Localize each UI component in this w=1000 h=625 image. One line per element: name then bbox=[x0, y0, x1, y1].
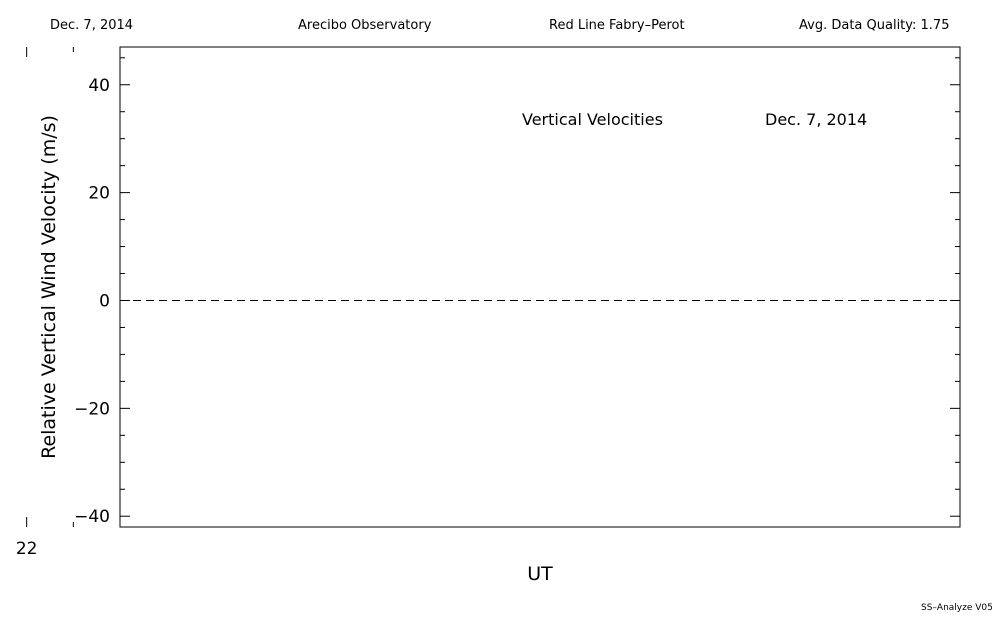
y-tick-label: 0 bbox=[99, 291, 110, 311]
header-observatory: Arecibo Observatory bbox=[298, 18, 432, 33]
x-axis-label: UT bbox=[527, 563, 553, 585]
header-date: Dec. 7, 2014 bbox=[50, 18, 134, 33]
annotation-date: Dec. 7, 2014 bbox=[765, 110, 867, 129]
software-version: SS–Analyze V05 bbox=[921, 603, 993, 613]
y-tick-label: 20 bbox=[88, 184, 110, 204]
header-data-quality: Avg. Data Quality: 1.75 bbox=[799, 18, 950, 33]
plot-frame bbox=[119, 46, 961, 528]
x-tick-label: 22 bbox=[16, 539, 38, 559]
header-instrument: Red Line Fabry–Perot bbox=[549, 18, 685, 33]
y-tick-label: −20 bbox=[74, 399, 110, 419]
y-tick-label: −40 bbox=[74, 507, 110, 527]
y-tick-label: 40 bbox=[88, 76, 110, 96]
y-axis-label: Relative Vertical Wind Velocity (m/s) bbox=[38, 115, 60, 459]
axis-ticks bbox=[26, 47, 960, 527]
axis-tick-labels: 22024681040200−20−40 bbox=[16, 76, 110, 559]
annotation-title: Vertical Velocities bbox=[522, 110, 663, 129]
